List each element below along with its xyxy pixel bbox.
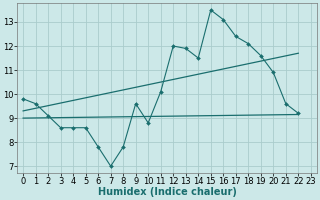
X-axis label: Humidex (Indice chaleur): Humidex (Indice chaleur) — [98, 187, 236, 197]
